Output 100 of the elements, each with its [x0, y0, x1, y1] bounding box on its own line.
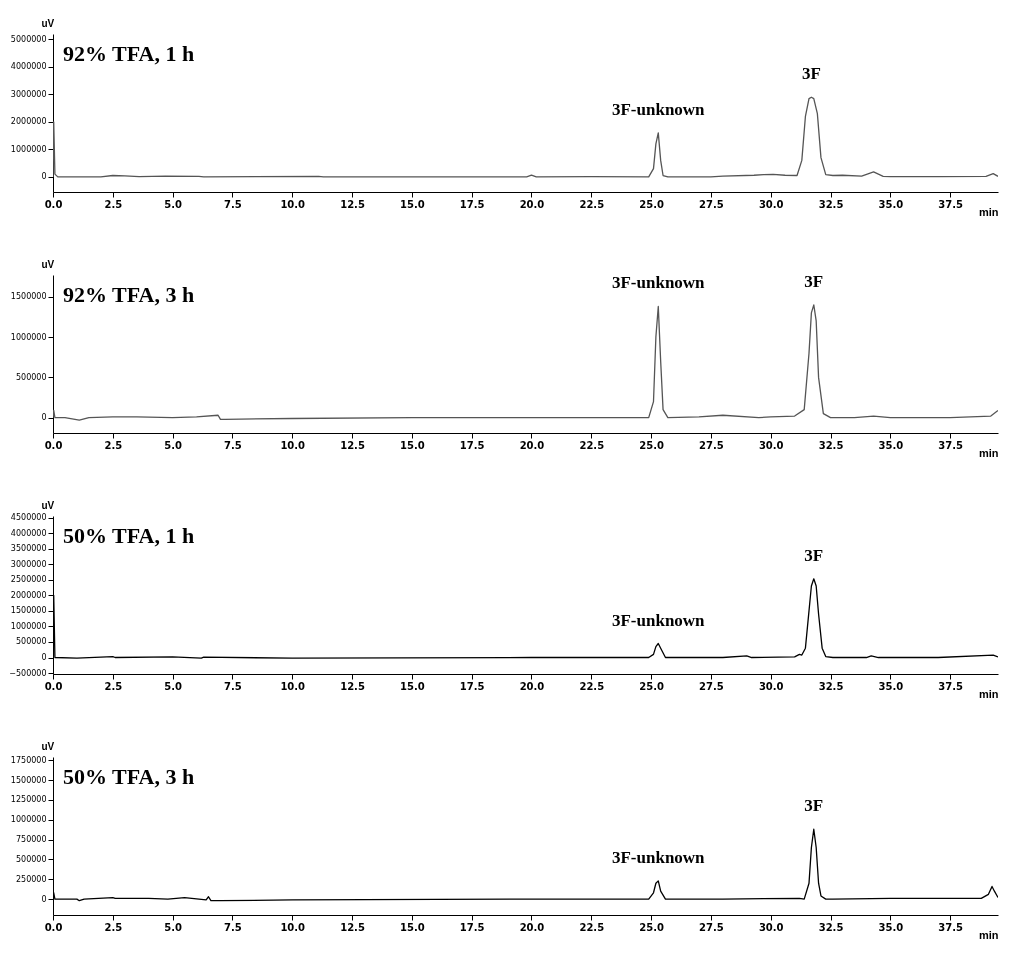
x-tick-label: 5.0 — [164, 680, 183, 692]
x-tick-label: 0.0 — [44, 198, 63, 210]
x-tick-label: 17.5 — [459, 198, 485, 210]
x-tick-label: 22.5 — [579, 921, 605, 933]
y-tick-label: 3000000 — [10, 559, 47, 569]
x-tick-label: 10.0 — [280, 921, 306, 933]
y-tick-label: 1500000 — [10, 606, 47, 616]
y-tick-label: 4000000 — [10, 528, 47, 538]
x-tick-label: 0.0 — [44, 680, 63, 692]
x-tick-label: 2.5 — [104, 439, 123, 451]
x-tick-label: 0.0 — [44, 921, 63, 933]
y-tick-label: 500000 — [15, 854, 47, 864]
y-tick-label: 0 — [41, 413, 47, 423]
y-tick-label: 750000 — [15, 835, 47, 845]
annotation: 3F — [804, 271, 824, 291]
y-tick-label: 4000000 — [10, 62, 47, 72]
x-tick-label: 20.0 — [519, 680, 545, 692]
x-tick-label: 15.0 — [400, 198, 425, 210]
y-axis-title: uV — [41, 499, 55, 511]
x-tick-label: 32.5 — [818, 198, 844, 210]
x-tick-label: 5.0 — [164, 439, 183, 451]
annotation: 3F-unknown — [611, 99, 706, 119]
y-tick-label: −500000 — [9, 668, 47, 678]
x-tick-label: 22.5 — [579, 680, 605, 692]
annotation: 3F-unknown — [611, 273, 706, 293]
y-tick-label: 1000000 — [10, 332, 47, 342]
x-tick-label: 20.0 — [519, 921, 545, 933]
y-tick-label: 500000 — [15, 372, 47, 382]
y-tick-label: 4500000 — [10, 513, 47, 523]
y-tick-label: 2500000 — [10, 575, 47, 585]
x-tick-label: 2.5 — [104, 198, 123, 210]
annotation: 3F-unknown — [611, 847, 706, 867]
x-tick-label: 0.0 — [44, 439, 63, 451]
x-tick-label: 7.5 — [224, 680, 242, 692]
x-tick-label: 32.5 — [818, 921, 844, 933]
annotation: 3F — [804, 545, 824, 565]
x-tick-label: 25.0 — [639, 921, 664, 933]
y-tick-label: 1500000 — [10, 292, 47, 302]
x-tick-label: 32.5 — [818, 680, 844, 692]
y-tick-label: 5000000 — [10, 35, 47, 44]
x-tick-label: 10.0 — [280, 198, 306, 210]
x-tick-label: 30.0 — [758, 198, 784, 210]
x-tick-label: 10.0 — [280, 680, 306, 692]
x-tick-label: 30.0 — [758, 439, 784, 451]
x-tick-label: 7.5 — [224, 439, 242, 451]
x-tick-label: 15.0 — [400, 680, 425, 692]
x-tick-label: 37.5 — [938, 198, 964, 210]
y-tick-label: 3500000 — [10, 544, 47, 554]
x-axis-title: min — [978, 446, 999, 459]
chart-title: 92% TFA, 1 h — [63, 41, 195, 66]
x-tick-label: 35.0 — [878, 680, 904, 692]
x-tick-label: 20.0 — [519, 439, 545, 451]
x-tick-label: 32.5 — [818, 439, 844, 451]
y-axis-title: uV — [41, 740, 55, 752]
x-tick-label: 12.5 — [340, 439, 365, 451]
x-tick-label: 27.5 — [699, 439, 724, 451]
annotation: 3F-unknown — [611, 610, 706, 630]
x-tick-label: 17.5 — [459, 680, 485, 692]
chart-title: 50% TFA, 3 h — [63, 764, 195, 789]
x-tick-label: 2.5 — [104, 680, 123, 692]
x-tick-label: 7.5 — [224, 921, 242, 933]
y-tick-label: 1750000 — [10, 755, 47, 765]
y-tick-label: 1500000 — [10, 775, 47, 785]
annotation: 3F — [801, 64, 821, 84]
x-axis-title: min — [978, 205, 999, 218]
chart-title: 50% TFA, 1 h — [63, 523, 195, 548]
x-axis-title: min — [978, 928, 999, 941]
x-tick-label: 25.0 — [639, 439, 664, 451]
chart-title: 92% TFA, 3 h — [63, 282, 195, 307]
y-tick-label: 500000 — [15, 637, 47, 647]
x-tick-label: 20.0 — [519, 198, 545, 210]
x-tick-label: 12.5 — [340, 680, 365, 692]
x-tick-label: 27.5 — [699, 680, 724, 692]
x-tick-label: 37.5 — [938, 680, 964, 692]
x-tick-label: 37.5 — [938, 439, 964, 451]
x-tick-label: 30.0 — [758, 680, 784, 692]
x-tick-label: 5.0 — [164, 921, 183, 933]
x-tick-label: 15.0 — [400, 921, 425, 933]
x-tick-label: 17.5 — [459, 439, 485, 451]
x-tick-label: 25.0 — [639, 680, 664, 692]
y-tick-label: 0 — [41, 172, 47, 182]
x-tick-label: 7.5 — [224, 198, 242, 210]
x-tick-label: 27.5 — [699, 198, 724, 210]
x-tick-label: 35.0 — [878, 921, 904, 933]
y-tick-label: 1000000 — [10, 144, 47, 154]
x-tick-label: 2.5 — [104, 921, 123, 933]
x-tick-label: 5.0 — [164, 198, 183, 210]
x-tick-label: 30.0 — [758, 921, 784, 933]
y-tick-label: 250000 — [15, 874, 47, 884]
x-tick-label: 12.5 — [340, 921, 365, 933]
y-axis-title: uV — [41, 17, 55, 29]
y-tick-label: 0 — [41, 653, 47, 663]
y-tick-label: 2000000 — [10, 117, 47, 127]
x-tick-label: 12.5 — [340, 198, 365, 210]
y-tick-label: 2000000 — [10, 590, 47, 600]
x-tick-label: 37.5 — [938, 921, 964, 933]
y-tick-label: 1000000 — [10, 621, 47, 631]
y-axis-title: uV — [41, 258, 55, 270]
x-tick-label: 15.0 — [400, 439, 425, 451]
x-tick-label: 22.5 — [579, 198, 605, 210]
